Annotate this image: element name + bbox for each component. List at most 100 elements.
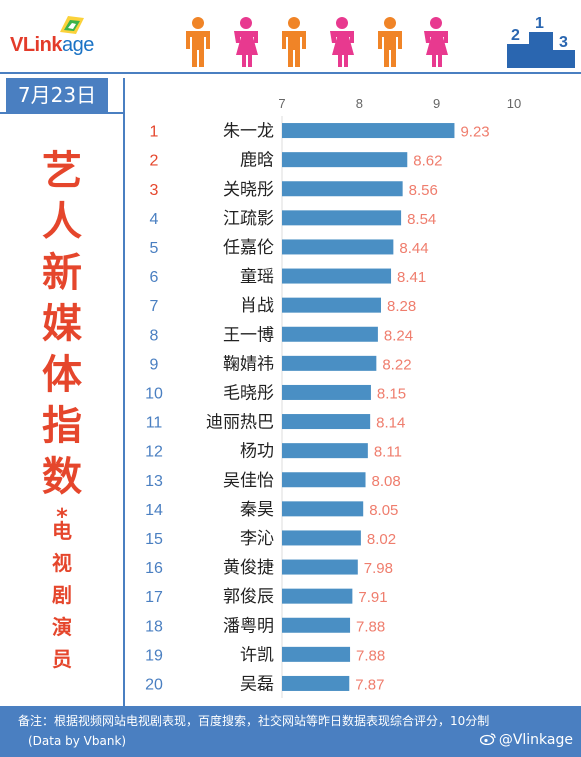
date-divider (0, 112, 124, 114)
title-star: * (56, 505, 68, 530)
rank-label: 11 (146, 415, 163, 432)
score-bar (282, 384, 371, 400)
actor-name-label: 郭俊辰 (223, 587, 274, 607)
actor-name-label: 许凯 (240, 645, 274, 665)
people-icons (186, 17, 448, 67)
footer: 备注：根据视频网站电视剧表现，百度搜索，社交网站等昨日数据表现综合评分，10分制… (0, 706, 581, 757)
actor-name-label: 王一博 (223, 325, 274, 345)
actor-name-label: 李沁 (240, 529, 274, 549)
score-value-label: 8.15 (377, 385, 406, 402)
vlinkage-logo: VLinkage (10, 14, 130, 58)
weibo-label: @Vlinkage (498, 732, 573, 748)
score-value-label: 7.88 (356, 618, 385, 635)
vertical-subtitle: 电 视 剧 演 员 (40, 515, 84, 675)
podium-icon: 1 2 3 (507, 16, 575, 68)
rank-label: 4 (150, 211, 159, 228)
subtitle-char: 视 (52, 551, 72, 575)
actor-name-label: 吴磊 (240, 674, 274, 694)
actor-name-label: 潘粤明 (223, 616, 274, 636)
score-bar (282, 210, 402, 226)
date-badge: 7月23日 (6, 78, 108, 112)
subtitle-char: 演 (52, 615, 72, 639)
person-female-icon (424, 17, 448, 67)
score-value-label: 7.88 (356, 647, 385, 664)
actor-name-label: 鞠婧祎 (223, 354, 274, 374)
score-value-label: 8.56 (409, 182, 438, 199)
score-bar (282, 268, 392, 284)
rank-label: 10 (145, 385, 163, 402)
rank-label: 16 (145, 560, 163, 577)
rank-label: 7 (150, 298, 159, 315)
score-bar (282, 326, 378, 342)
rank-label: 14 (145, 502, 163, 519)
person-male-icon (282, 17, 306, 67)
score-value-label: 7.91 (358, 589, 387, 606)
score-bar (282, 123, 455, 139)
score-bar (282, 559, 358, 575)
title-char: 新 (42, 250, 82, 296)
actor-name-label: 毛晓彤 (223, 383, 274, 403)
subtitle-char: 剧 (52, 583, 72, 607)
logo-mark-icon (60, 16, 84, 34)
actor-name-label: 肖战 (240, 296, 274, 316)
title-char: 艺 (42, 148, 82, 194)
actor-name-label: 任嘉伦 (223, 238, 274, 258)
score-value-label: 8.02 (367, 531, 396, 548)
person-female-icon (234, 17, 258, 67)
rank-label: 2 (150, 153, 159, 170)
podium-first-label: 1 (535, 16, 544, 32)
score-bar (282, 443, 368, 459)
score-bar (282, 501, 364, 517)
rank-label: 20 (145, 676, 163, 693)
score-bar (282, 588, 353, 604)
actor-name-label: 鹿晗 (240, 151, 274, 171)
score-value-label: 9.23 (460, 124, 489, 141)
actor-name-label: 朱一龙 (223, 122, 274, 142)
subtitle-char: 电 (52, 519, 72, 543)
weibo-handle[interactable]: @Vlinkage (479, 732, 573, 748)
score-value-label: 7.87 (355, 676, 384, 693)
score-value-label: 8.05 (369, 502, 398, 519)
score-bar (282, 181, 403, 197)
rank-label: 9 (150, 356, 159, 373)
score-value-label: 8.44 (399, 240, 428, 257)
actor-name-label: 吴佳怡 (223, 471, 274, 491)
score-value-label: 8.62 (413, 153, 442, 170)
rank-label: 12 (145, 444, 163, 461)
title-char: 指 (42, 403, 82, 449)
person-female-icon (330, 17, 354, 67)
actor-name-label: 秦昊 (240, 500, 274, 520)
score-value-label: 8.22 (382, 356, 411, 373)
title-char: 体 (42, 352, 82, 398)
person-male-icon (186, 17, 210, 67)
actor-name-label: 杨功 (240, 442, 274, 462)
score-bar (282, 414, 371, 430)
header-divider (0, 72, 581, 74)
score-value-label: 8.14 (376, 415, 405, 432)
score-bar (282, 530, 361, 546)
score-bar (282, 239, 394, 255)
score-bar (282, 675, 350, 691)
podium-third-label: 3 (559, 34, 568, 51)
score-value-label: 8.11 (374, 444, 402, 461)
rank-label: 18 (145, 618, 163, 635)
actor-name-label: 童瑶 (240, 267, 274, 287)
actor-name-label: 江疏影 (223, 209, 274, 229)
actor-name-label: 黄俊捷 (223, 558, 274, 578)
rank-label: 17 (145, 589, 163, 606)
logo-text: VLinkage (10, 34, 94, 56)
x-tick-label: 10 (507, 96, 521, 111)
rank-label: 19 (145, 647, 163, 664)
rank-label: 3 (150, 182, 159, 199)
score-value-label: 8.08 (372, 473, 401, 490)
footer-note: 备注：根据视频网站电视剧表现，百度搜索，社交网站等昨日数据表现综合评分，10分制 (18, 714, 490, 728)
score-value-label: 8.28 (387, 298, 416, 315)
score-bar (282, 355, 377, 371)
score-value-label: 8.41 (397, 269, 426, 286)
score-value-label: 7.98 (364, 560, 393, 577)
rank-label: 8 (150, 327, 159, 344)
rank-label: 5 (150, 240, 159, 257)
vertical-title: 艺 人 新 媒 体 指 数 * (30, 146, 94, 531)
person-male-icon (378, 17, 402, 67)
x-tick-label: 9 (433, 96, 440, 111)
